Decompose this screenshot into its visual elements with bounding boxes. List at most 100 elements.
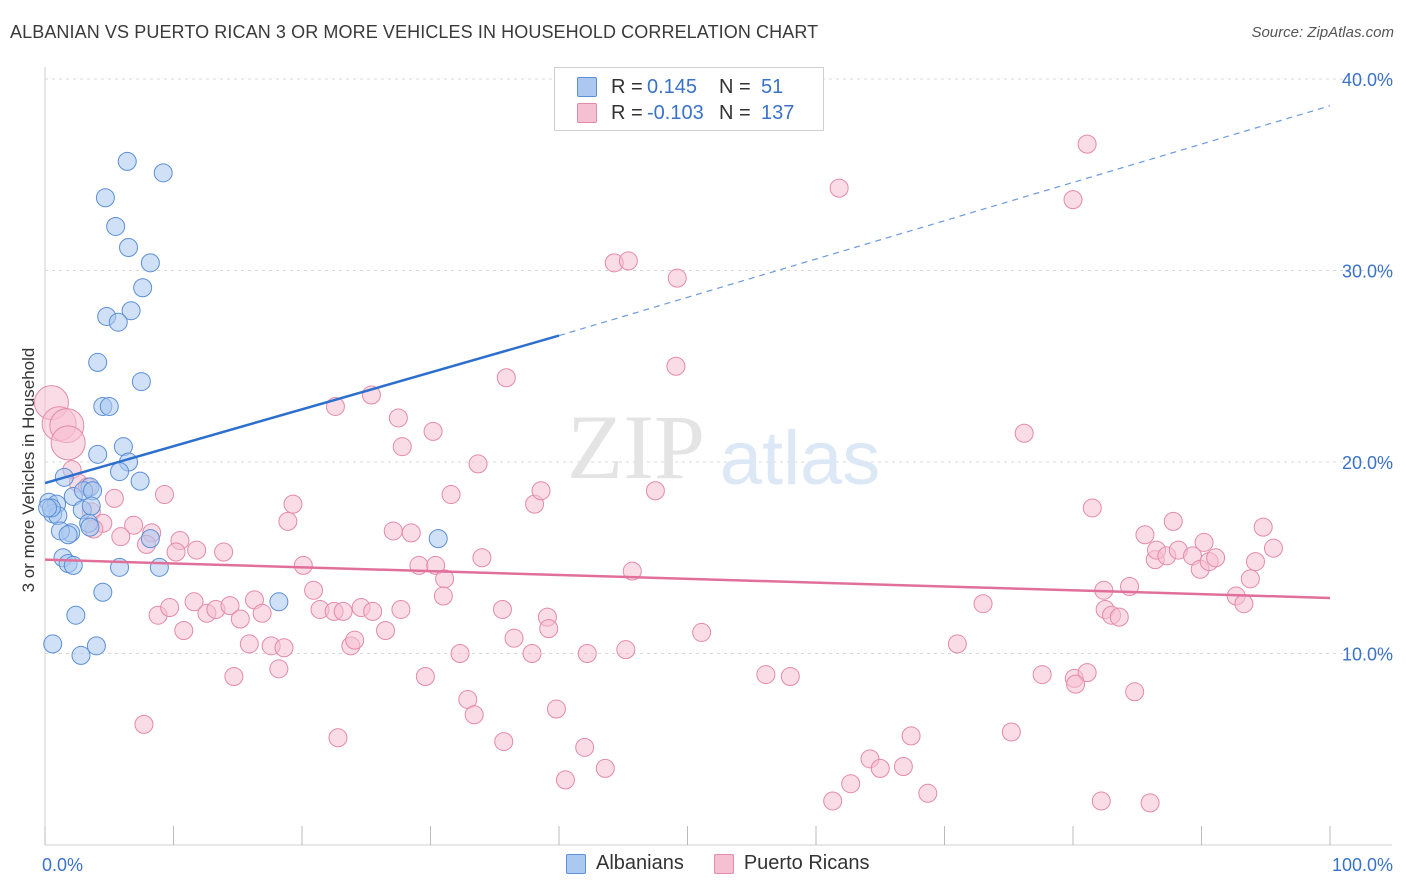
puerto-rican-point — [1077, 663, 1097, 683]
legend-item-puerto-ricans[interactable]: Puerto Ricans — [713, 852, 870, 875]
albanian-point — [140, 253, 160, 273]
albanian-point — [38, 498, 58, 518]
albanian-point — [130, 471, 150, 491]
puerto-rican-point — [595, 758, 615, 778]
puerto-rican-point — [391, 599, 411, 619]
n-label: N = — [719, 75, 751, 98]
albanian-point — [117, 151, 137, 171]
legend-row-albanians: R = 0.145 N = 51 — [577, 75, 783, 99]
puerto-rican-point — [376, 621, 396, 641]
y-tick-label: 30.0% — [1342, 262, 1393, 282]
puerto-rican-point — [160, 598, 180, 618]
puerto-rican-point — [1140, 793, 1160, 813]
puerto-rican-point — [166, 542, 186, 562]
albanian-trend-extension — [558, 105, 1331, 337]
puerto-rican-point — [423, 421, 443, 441]
puerto-rican-point — [155, 485, 175, 505]
puerto-rican-point — [50, 425, 86, 461]
puerto-rican-point — [555, 770, 575, 790]
albanian-point — [428, 529, 448, 549]
puerto-rican-point — [224, 666, 244, 686]
puerto-rican-point — [1234, 594, 1254, 614]
puerto-rican-point — [383, 521, 403, 541]
puerto-rican-point — [134, 714, 154, 734]
r-value: -0.103 — [647, 101, 704, 124]
puerto-rican-point — [174, 621, 194, 641]
albanian-point — [121, 301, 141, 321]
puerto-rican-point — [1066, 674, 1086, 694]
albanian-trend-line — [44, 334, 560, 485]
puerto-rican-point — [841, 774, 861, 794]
puerto-rican-point — [1163, 511, 1183, 531]
watermark-atlas: atlas — [720, 416, 881, 501]
r-label: R = — [611, 101, 643, 124]
y-tick-label: 10.0% — [1342, 645, 1393, 665]
puerto-rican-point — [468, 454, 488, 474]
puerto-rican-trend-line — [44, 558, 1331, 600]
albanian-point — [58, 525, 78, 545]
puerto-rican-point — [239, 634, 259, 654]
albanian-point — [66, 605, 86, 625]
puerto-rican-point — [546, 699, 566, 719]
puerto-rican-point — [1240, 569, 1260, 589]
puerto-rican-point — [1109, 607, 1129, 627]
puerto-rican-point — [187, 540, 207, 560]
albanian-swatch — [566, 853, 586, 874]
legend-item-albanians[interactable]: Albanians — [566, 852, 684, 875]
albanian-point — [119, 238, 139, 258]
albanian-point — [71, 645, 91, 665]
puerto-rican-point — [1014, 423, 1034, 443]
n-label: N = — [719, 101, 751, 124]
puerto-rican-point — [124, 515, 144, 535]
puerto-rican-point — [973, 594, 993, 614]
puerto-rican-point — [111, 527, 131, 547]
puerto-rican-point — [415, 666, 435, 686]
gridlines — [45, 78, 1392, 654]
correlation-legend: R = 0.145 N = 51 R = -0.103 N = 137 — [554, 67, 824, 131]
tick-labels: 10.0% 20.0% 30.0% 40.0% 0.0% 100.0% — [42, 70, 1393, 875]
puerto-rican-point — [522, 644, 542, 663]
puerto-rican-point — [269, 659, 289, 679]
puerto-rican-point — [539, 619, 559, 639]
albanian-point — [106, 216, 126, 236]
puerto-rican-point — [450, 644, 470, 663]
puerto-rican-point — [472, 548, 492, 568]
puerto-rican-point — [1077, 134, 1097, 154]
puerto-rican-point — [692, 622, 712, 642]
puerto-rican-point — [901, 726, 921, 746]
puerto-rican-point — [1245, 552, 1265, 572]
albanian-point — [110, 462, 130, 482]
puerto-rican-point — [392, 437, 412, 457]
legend-label: Puerto Ricans — [743, 852, 870, 874]
puerto-rican-point — [1091, 791, 1111, 811]
x-tick-label: 0.0% — [42, 855, 83, 875]
puerto-rican-point — [184, 592, 204, 612]
puerto-rican-point — [829, 178, 849, 198]
puerto-rican-point — [333, 601, 353, 621]
puerto-rican-point — [1125, 682, 1145, 702]
puerto-rican-point — [1135, 525, 1155, 545]
puerto-rican-point — [1263, 538, 1283, 558]
puerto-rican-point — [531, 481, 551, 501]
albanian-point — [88, 352, 108, 372]
puerto-rican-point — [492, 599, 512, 619]
n-value: 137 — [761, 101, 795, 124]
puerto-rican-swatch — [577, 103, 597, 123]
puerto-rican-point — [328, 728, 348, 748]
puerto-rican-point — [220, 596, 240, 616]
puerto-rican-point — [577, 644, 597, 663]
puerto-rican-point — [304, 580, 324, 600]
x-tick-label: 100.0% — [1332, 855, 1393, 875]
albanian-point — [93, 582, 113, 602]
puerto-rican-point — [388, 408, 408, 428]
puerto-rican-points — [33, 134, 1283, 813]
puerto-rican-point — [1206, 548, 1226, 568]
puerto-rican-point — [494, 732, 514, 752]
y-tick-label: 20.0% — [1342, 453, 1393, 473]
puerto-rican-swatch — [713, 853, 734, 874]
puerto-rican-point — [504, 628, 524, 648]
albanian-point — [153, 163, 173, 183]
r-value: 0.145 — [647, 75, 698, 98]
albanian-point — [133, 278, 153, 298]
